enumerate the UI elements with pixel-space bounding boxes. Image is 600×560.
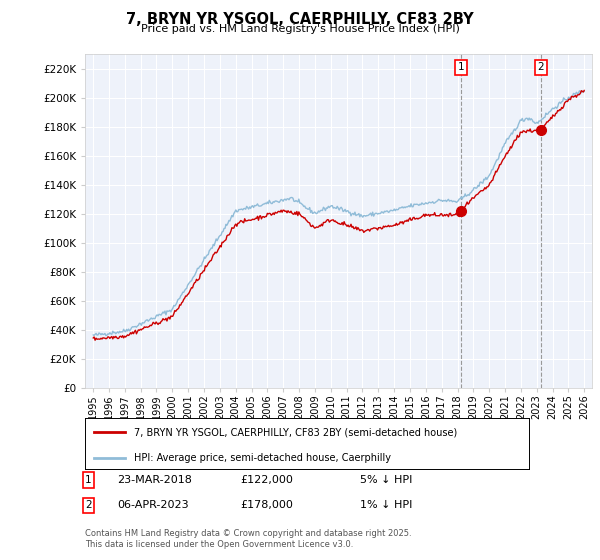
Text: Price paid vs. HM Land Registry's House Price Index (HPI): Price paid vs. HM Land Registry's House … [140,24,460,34]
Text: 2: 2 [85,500,92,510]
Text: 7, BRYN YR YSGOL, CAERPHILLY, CF83 2BY (semi-detached house): 7, BRYN YR YSGOL, CAERPHILLY, CF83 2BY (… [134,427,457,437]
Text: Contains HM Land Registry data © Crown copyright and database right 2025.
This d: Contains HM Land Registry data © Crown c… [85,529,412,549]
Text: £122,000: £122,000 [240,475,293,485]
Text: 5% ↓ HPI: 5% ↓ HPI [360,475,412,485]
Text: 1% ↓ HPI: 1% ↓ HPI [360,500,412,510]
Text: 1: 1 [85,475,92,485]
Text: 06-APR-2023: 06-APR-2023 [117,500,188,510]
Text: 7, BRYN YR YSGOL, CAERPHILLY, CF83 2BY: 7, BRYN YR YSGOL, CAERPHILLY, CF83 2BY [126,12,474,27]
Text: HPI: Average price, semi-detached house, Caerphilly: HPI: Average price, semi-detached house,… [134,453,391,463]
Text: £178,000: £178,000 [240,500,293,510]
Text: 2: 2 [538,62,544,72]
Text: 1: 1 [458,62,464,72]
Text: 23-MAR-2018: 23-MAR-2018 [117,475,192,485]
